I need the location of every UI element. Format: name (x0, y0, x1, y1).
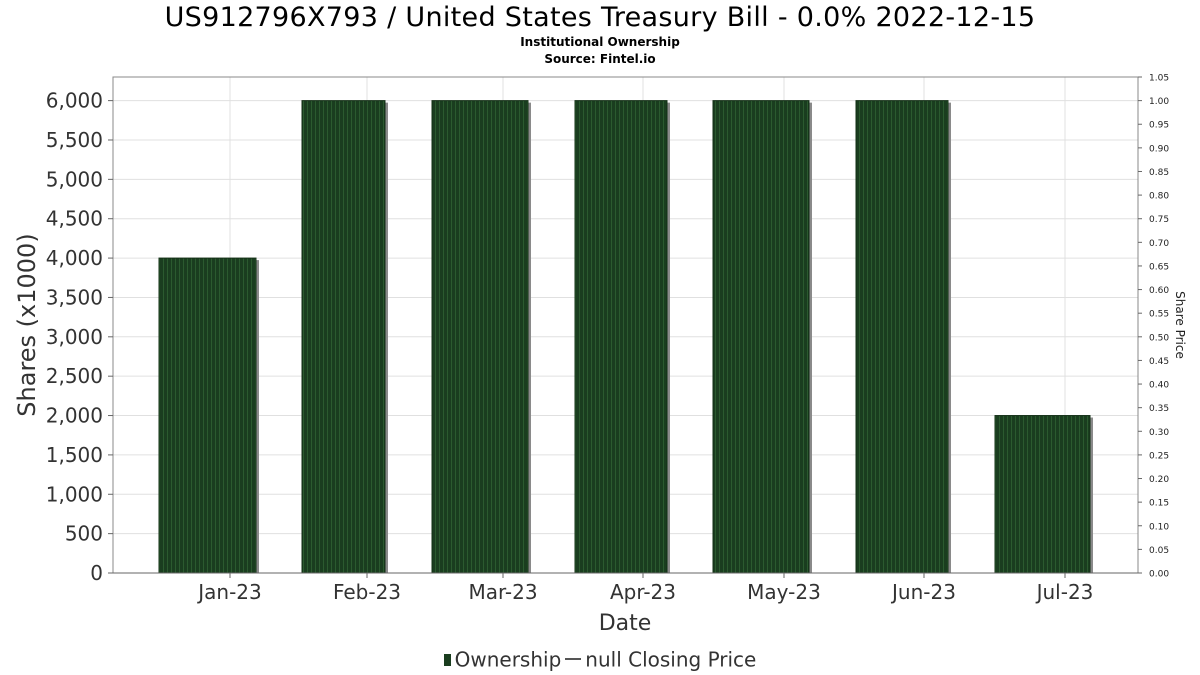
y-tick-label: 500 (65, 522, 103, 546)
y2-axis-ticks: 0.00 0.05 0.10 0.15 0.20 0.25 0.30 0.35 0.40 0.45… (1138, 74, 1169, 580)
x-tick-label: Jul-23 (1035, 580, 1094, 604)
y2-tick-label: 0.45 (1149, 357, 1169, 367)
y2-tick-label: 0.00 (1149, 570, 1169, 580)
bar-shadow (948, 102, 951, 573)
y-axis-ticks: 0 500 1,000 1,500 2,000 2,500 3,000 3,500 4,000 4… (46, 89, 113, 585)
y2-tick-label: 0.10 (1149, 522, 1169, 532)
x-tick-label: Mar-23 (468, 580, 537, 604)
y-tick-label: 2,500 (46, 364, 103, 388)
legend-ownership-swatch (443, 653, 451, 666)
y2-tick-label: 0.65 (1149, 262, 1169, 272)
y2-tick-label: 0.40 (1149, 381, 1169, 391)
y2-tick-label: 1.00 (1149, 97, 1169, 107)
y-tick-label: 5,500 (46, 128, 103, 152)
legend-price-line (565, 657, 582, 660)
y2-tick-label: 0.90 (1149, 144, 1169, 154)
y2-tick-label: 1.05 (1149, 74, 1169, 84)
bar-May-23 (712, 100, 810, 574)
y2-tick-label: 0.60 (1149, 286, 1169, 296)
y-tick-label: 1,500 (46, 443, 103, 467)
x-tick-label: Apr-23 (610, 580, 676, 604)
legend-price-label: null Closing Price (585, 647, 757, 672)
x-tick-label: Jun-23 (890, 580, 956, 604)
y-tick-label: 3,000 (46, 325, 103, 349)
x-tick-label: Feb-23 (333, 580, 401, 604)
bar-shadow (667, 102, 670, 573)
bar-Apr-23 (574, 100, 668, 574)
y2-tick-label: 0.55 (1149, 310, 1169, 320)
bar-shadow (809, 102, 812, 573)
y-tick-label: 4,500 (46, 207, 103, 231)
bar-Jan-23 (158, 257, 257, 574)
y2-tick-label: 0.50 (1149, 333, 1169, 343)
y2-tick-label: 0.05 (1149, 546, 1169, 556)
y2-tick-label: 0.35 (1149, 404, 1169, 414)
y-tick-label: 0 (90, 561, 103, 585)
y2-tick-label: 0.30 (1149, 428, 1169, 438)
chart-source: Source: Fintel.io (544, 52, 656, 66)
legend-ownership-label: Ownership (454, 647, 562, 672)
bar-Mar-23 (431, 100, 529, 574)
y2-tick-label: 0.15 (1149, 499, 1169, 509)
x-axis-ticks: Jan-23 Feb-23 Mar-23 Apr-23 May-23 Jun-23 Jul-… (113, 572, 1138, 604)
y2-tick-label: 0.70 (1149, 239, 1169, 249)
bar-Jul-23 (994, 415, 1091, 574)
bar-shadow (256, 260, 259, 573)
bars (158, 100, 1093, 574)
y2-tick-label: 0.85 (1149, 168, 1169, 178)
x-tick-label: May-23 (747, 580, 821, 604)
bar-shadow (528, 102, 531, 573)
bar-Jun-23 (855, 100, 949, 574)
chart-subtitle: Institutional Ownership (520, 35, 680, 49)
y-tick-label: 6,000 (46, 89, 103, 113)
bar-shadow (1090, 417, 1093, 573)
legend: Ownership null Closing Price (0, 646, 1200, 672)
y2-tick-label: 0.20 (1149, 475, 1169, 485)
y2-tick-label: 0.80 (1149, 192, 1169, 202)
bar-Feb-23 (301, 100, 386, 574)
y2-tick-label: 0.95 (1149, 121, 1169, 131)
y-tick-label: 4,000 (46, 246, 103, 270)
y-tick-label: 1,000 (46, 482, 103, 506)
y-tick-label: 2,000 (46, 404, 103, 428)
y-tick-label: 5,000 (46, 167, 103, 191)
y-tick-label: 3,500 (46, 285, 103, 309)
y-axis-label: Shares (x1000) (13, 233, 41, 416)
y2-tick-label: 0.25 (1149, 451, 1169, 461)
y2-tick-label: 0.75 (1149, 215, 1169, 225)
x-tick-label: Jan-23 (196, 580, 262, 604)
chart-title: US912796X793 / United States Treasury Bi… (164, 2, 1036, 33)
y2-axis-label: Share Price (1173, 291, 1187, 359)
bar-shadow (385, 102, 388, 573)
x-axis-label: Date (599, 611, 652, 636)
